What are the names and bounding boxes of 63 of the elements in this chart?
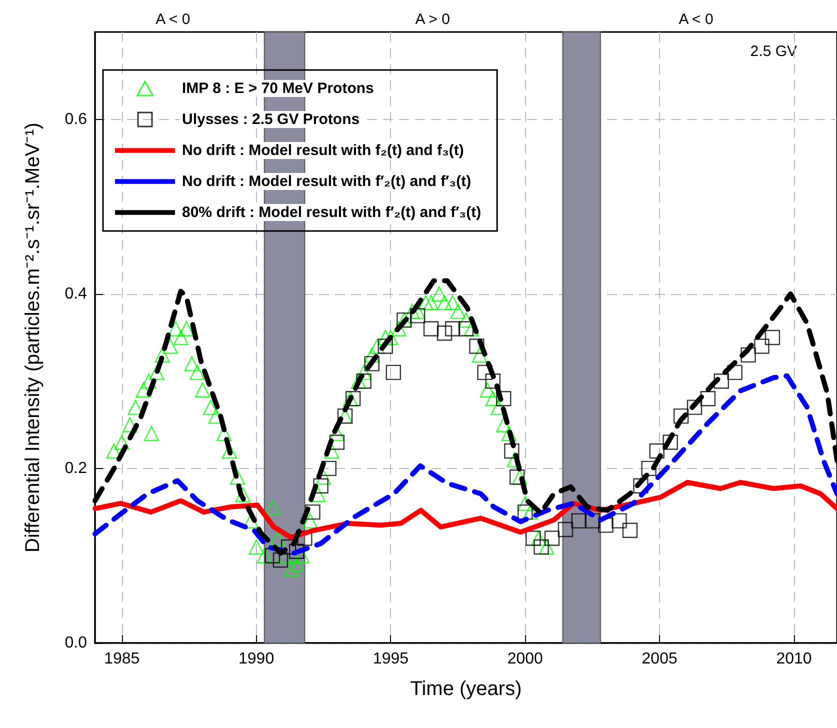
- point: [571, 513, 587, 528]
- annotation: 2.5 GV: [750, 43, 798, 60]
- legend-label: IMP 8 : E > 70 MeV Protons: [182, 80, 374, 97]
- point: [444, 321, 460, 336]
- point: [289, 544, 304, 559]
- point: [378, 338, 393, 354]
- legend-label: No drift : Model result with f₂(t) and f₃(t): [182, 142, 464, 159]
- x-tick-label: 1990: [238, 650, 274, 668]
- x-axis-title: Time (years): [410, 678, 522, 700]
- point: [436, 326, 452, 341]
- point: [686, 400, 702, 415]
- point: [264, 548, 280, 564]
- point: [364, 356, 380, 372]
- point: [504, 443, 520, 459]
- point: [509, 470, 525, 485]
- point: [662, 434, 678, 450]
- point: [345, 391, 361, 406]
- y-tick-label: 0.6: [64, 110, 88, 128]
- legend-label: 80% drift : Model result with f′₂(t) and f′₃(t): [182, 204, 482, 221]
- point: [584, 513, 600, 528]
- point: [272, 552, 288, 568]
- x-tick-label: 1995: [372, 650, 409, 668]
- point: [622, 522, 638, 538]
- point: [458, 321, 474, 336]
- point: [485, 374, 500, 389]
- point: [410, 308, 426, 324]
- point: [649, 443, 664, 459]
- legend-label: Ulysses : 2.5 GV Protons: [182, 111, 360, 128]
- x-tick-label: 2000: [507, 650, 544, 668]
- x-tick-label: 2010: [776, 650, 812, 668]
- point: [526, 530, 541, 546]
- y-tick-label: 0.4: [64, 285, 88, 302]
- point: [740, 347, 756, 363]
- point: [754, 338, 770, 354]
- point: [469, 338, 484, 354]
- point: [313, 478, 328, 494]
- x-tick-label: 1985: [104, 650, 140, 668]
- x-tick-label: 2005: [642, 650, 678, 668]
- point: [700, 391, 716, 406]
- point: [641, 460, 656, 476]
- point: [673, 408, 689, 424]
- text: A < 0: [678, 11, 714, 28]
- point: [356, 374, 372, 389]
- y-tick-label: 0.2: [64, 460, 88, 477]
- point: [534, 539, 549, 555]
- y-axis-title: Differential Intensity (particles.m⁻².s⁻¹.sr⁻¹.MeV⁻¹): [22, 122, 44, 552]
- point: [423, 321, 439, 336]
- text: A < 0: [156, 11, 190, 28]
- legend-label: No drift : Model result with f′₂(t) and f′₃(t): [182, 173, 472, 190]
- point: [714, 374, 729, 389]
- text: A > 0: [415, 11, 450, 28]
- point: [305, 504, 320, 520]
- point: [558, 522, 574, 538]
- point: [329, 434, 345, 450]
- point: [280, 539, 296, 555]
- point: [544, 530, 560, 546]
- point: [496, 391, 512, 406]
- point: [386, 364, 402, 380]
- point: [764, 330, 780, 346]
- point: [321, 460, 336, 476]
- y-tick-label: 0.0: [64, 634, 88, 652]
- point: [612, 513, 627, 528]
- point: [727, 364, 742, 380]
